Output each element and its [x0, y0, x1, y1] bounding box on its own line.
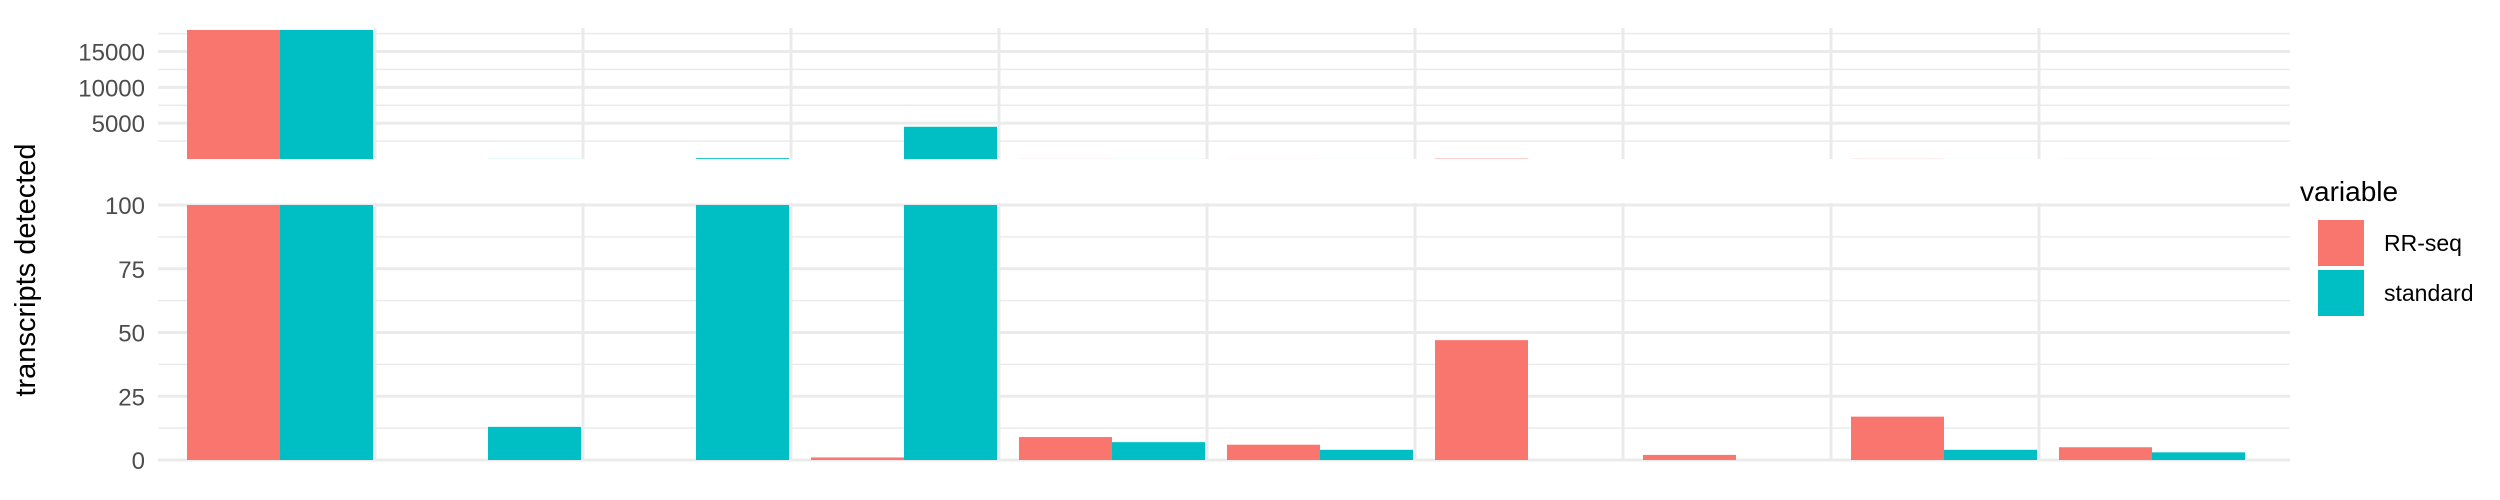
bar-standard [696, 205, 789, 460]
bar-standard [280, 30, 373, 159]
upper-bars [187, 30, 2245, 159]
bar-standard [696, 158, 789, 159]
bar-rr-seq [187, 205, 280, 460]
bar-standard [1112, 442, 1205, 460]
bar-standard [904, 126, 997, 159]
lower-bars [187, 205, 2245, 460]
y-tick-label: 10000 [78, 75, 145, 102]
legend: variable RR-seq standard [2300, 176, 2474, 316]
y-tick-label: 25 [118, 384, 145, 411]
y-axis-label: transcripts detected [10, 143, 42, 396]
lower-panel: 0 25 50 75 100 [105, 193, 2290, 475]
upper-tick-labels: 5000 10000 15000 [78, 40, 145, 139]
bar-rr-seq [1435, 340, 1528, 460]
bar-standard [488, 426, 581, 460]
bar-rr-seq [811, 457, 904, 460]
bar-rr-seq [1019, 437, 1112, 460]
bar-rr-seq [1851, 416, 1944, 460]
legend-label: RR-seq [2384, 230, 2462, 256]
bar-rr-seq [1643, 454, 1736, 460]
legend-key [2318, 220, 2364, 266]
legend-key [2318, 270, 2364, 316]
bar-standard [1320, 449, 1413, 460]
bar-standard [2152, 452, 2245, 460]
legend-label: standard [2384, 280, 2474, 306]
y-tick-label: 75 [118, 257, 145, 284]
bar-standard [280, 205, 373, 460]
bar-standard [1944, 449, 2037, 460]
legend-title: variable [2300, 176, 2398, 207]
bar-rr-seq [187, 30, 280, 159]
y-tick-label: 5000 [92, 111, 145, 138]
bar-rr-seq [2059, 447, 2152, 460]
lower-tick-labels: 0 25 50 75 100 [105, 193, 145, 475]
upper-panel: 5000 10000 15000 [78, 28, 2290, 159]
y-tick-label: 15000 [78, 40, 145, 67]
legend-items: RR-seq standard [2318, 220, 2474, 316]
y-tick-label: 50 [118, 321, 145, 348]
bar-rr-seq [1227, 444, 1320, 460]
upper-gridlines [158, 28, 2290, 159]
lower-gridlines [158, 203, 2290, 462]
y-tick-label: 0 [132, 448, 145, 475]
y-tick-label: 100 [105, 193, 145, 220]
bar-standard [904, 205, 997, 460]
